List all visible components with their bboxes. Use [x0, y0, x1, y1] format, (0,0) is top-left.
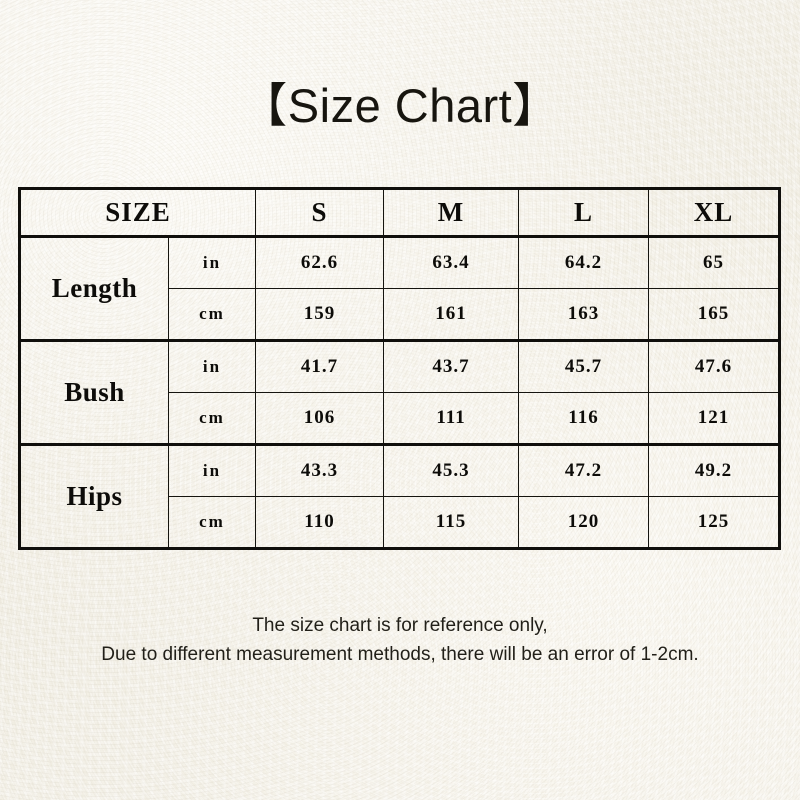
value-cell: 65 — [648, 235, 781, 289]
value-cell: 43.3 — [255, 443, 385, 497]
value-cell: 49.2 — [648, 443, 781, 497]
value-cell: 161 — [383, 288, 520, 341]
unit-cell: cm — [167, 496, 257, 549]
table-row: Length in 62.6 63.4 64.2 65 — [19, 235, 781, 341]
row-label-bush: Bush — [19, 339, 169, 445]
page-title: 【Size Chart】 — [240, 79, 560, 132]
table-row: cm 159 161 163 165 — [20, 288, 781, 341]
disclaimer-notes: The size chart is for reference only, Du… — [0, 611, 800, 669]
table-row: Hips in 43.3 45.3 47.2 49.2 — [19, 443, 781, 549]
table-row: cm 106 111 116 121 — [20, 392, 781, 445]
value-cell: 115 — [383, 496, 520, 549]
size-chart-table: SIZE S M L XL Length in 62.6 63.4 64.2 6… — [18, 187, 782, 550]
value-cell: 165 — [648, 288, 781, 341]
size-chart-container: SIZE S M L XL Length in 62.6 63.4 64.2 6… — [18, 187, 782, 550]
value-cell: 106 — [255, 392, 385, 445]
value-cell: 62.6 — [255, 235, 385, 289]
value-cell: 111 — [383, 392, 520, 445]
value-cell: 121 — [648, 392, 781, 445]
unit-cell: in — [167, 443, 257, 497]
value-cell: 63.4 — [383, 235, 520, 289]
column-header-xl: XL — [648, 188, 781, 238]
unit-cell: in — [167, 339, 257, 393]
value-cell: 64.2 — [518, 235, 650, 289]
unit-cell: cm — [167, 288, 257, 341]
value-cell: 47.2 — [518, 443, 650, 497]
value-cell: 45.3 — [383, 443, 520, 497]
value-cell: 43.7 — [383, 339, 520, 393]
unit-cell: in — [167, 235, 257, 289]
value-cell: 159 — [255, 288, 385, 341]
value-cell: 163 — [518, 288, 650, 341]
value-cell: 41.7 — [255, 339, 385, 393]
table-row: cm 110 115 120 125 — [20, 496, 781, 549]
disclaimer-line-1: The size chart is for reference only, — [252, 615, 548, 636]
row-label-length: Length — [19, 235, 169, 341]
column-header-m: M — [383, 188, 520, 238]
value-cell: 125 — [648, 496, 781, 549]
column-header-size: SIZE — [18, 188, 257, 238]
value-cell: 110 — [255, 496, 385, 549]
value-cell: 47.6 — [648, 339, 781, 393]
value-cell: 116 — [518, 392, 650, 445]
row-label-hips: Hips — [19, 443, 169, 549]
table-row: Bush in 41.7 43.7 45.7 47.6 — [19, 339, 781, 445]
column-header-s: S — [255, 188, 385, 238]
disclaimer-line-2: Due to different measurement methods, th… — [101, 644, 699, 665]
column-header-l: L — [518, 188, 650, 238]
value-cell: 120 — [518, 496, 650, 549]
value-cell: 45.7 — [518, 339, 650, 393]
unit-cell: cm — [167, 392, 257, 445]
table-header-row: SIZE S M L XL — [18, 188, 781, 238]
